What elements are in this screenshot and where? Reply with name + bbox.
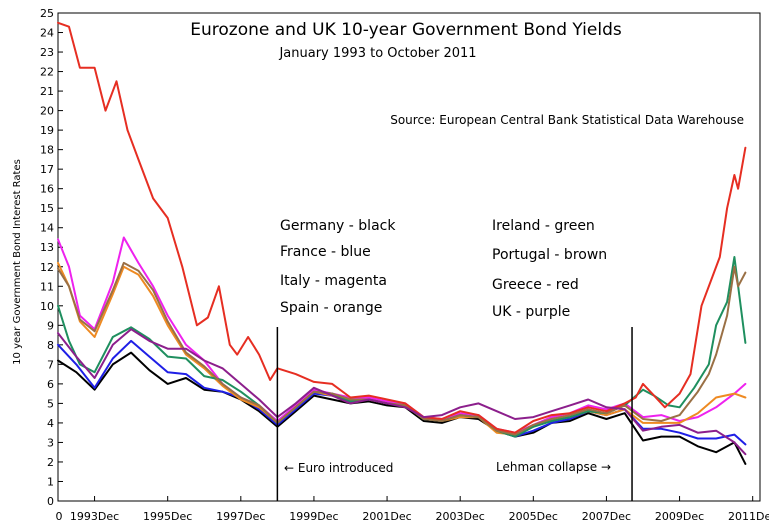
y-tick-label: 18 <box>40 144 54 157</box>
y-tick-label: 4 <box>47 417 54 430</box>
y-tick-label: 19 <box>40 124 54 137</box>
y-tick-label: 20 <box>40 105 54 118</box>
y-tick-label: 16 <box>40 183 54 196</box>
series-line-italy <box>57 236 747 434</box>
chart-title: Eurozone and UK 10-year Government Bond … <box>190 20 622 40</box>
x-tick-label: 1999Dec <box>289 510 338 523</box>
y-tick-label: 14 <box>40 222 54 235</box>
markers-layer <box>276 327 633 501</box>
y-tick-label: 5 <box>47 397 54 410</box>
y-tick-label: 17 <box>40 163 54 176</box>
legend-france: France - blue <box>280 244 371 260</box>
plot-frame <box>57 12 761 502</box>
y-tick-label: 8 <box>47 339 54 352</box>
legend-spain: Spain - orange <box>280 300 382 316</box>
annotation-euro-introduced: ← Euro introduced <box>284 461 393 475</box>
axes-layer: 0123456789101112131415161718192021222324… <box>40 7 769 523</box>
y-tick-label: 2 <box>47 456 54 469</box>
y-tick-label: 6 <box>47 378 54 391</box>
x-tick-label: 2007Dec <box>582 510 631 523</box>
y-tick-label: 15 <box>40 202 54 215</box>
x-tick-label: 1997Dec <box>216 510 265 523</box>
x-origin-label: 0 <box>56 510 63 523</box>
legend-germany: Germany - black <box>280 218 396 234</box>
y-tick-label: 11 <box>40 280 54 293</box>
y-tick-label: 25 <box>40 7 54 20</box>
x-tick-label: 2001Dec <box>362 510 411 523</box>
chart-subtitle: January 1993 to October 2011 <box>278 46 476 61</box>
y-tick-label: 0 <box>47 495 54 508</box>
series-layer <box>57 21 747 465</box>
x-tick-label: 1995Dec <box>143 510 192 523</box>
x-tick-label: 2009Dec <box>655 510 704 523</box>
legend-portugal: Portugal - brown <box>492 247 607 263</box>
annotation-lehman-collapse: Lehman collapse → <box>496 460 611 474</box>
legend-greece: Greece - red <box>492 277 579 293</box>
series-line-greece <box>57 21 747 434</box>
legend-italy: Italy - magenta <box>280 273 387 289</box>
series-line-uk <box>57 328 747 456</box>
y-tick-label: 12 <box>40 261 54 274</box>
y-tick-label: 22 <box>40 66 54 79</box>
y-tick-label: 10 <box>40 300 54 313</box>
x-tick-label: 1993Dec <box>70 510 119 523</box>
y-tick-label: 21 <box>40 85 54 98</box>
x-tick-label: 2011Dec <box>728 510 769 523</box>
y-tick-label: 9 <box>47 319 54 332</box>
y-tick-label: 13 <box>40 241 54 254</box>
x-tick-label: 2003Dec <box>436 510 485 523</box>
y-tick-label: 23 <box>40 46 54 59</box>
y-tick-label: 3 <box>47 436 54 449</box>
y-axis-label: 10 year Government Bond Interest Rates <box>12 159 23 365</box>
y-tick-label: 24 <box>40 27 54 40</box>
legend-ireland: Ireland - green <box>492 218 595 234</box>
y-tick-label: 1 <box>47 475 54 488</box>
y-tick-label: 7 <box>47 358 54 371</box>
chart-source: Source: European Central Bank Statistica… <box>390 113 744 127</box>
legend-uk: UK - purple <box>492 304 570 320</box>
x-tick-label: 2005Dec <box>509 510 558 523</box>
